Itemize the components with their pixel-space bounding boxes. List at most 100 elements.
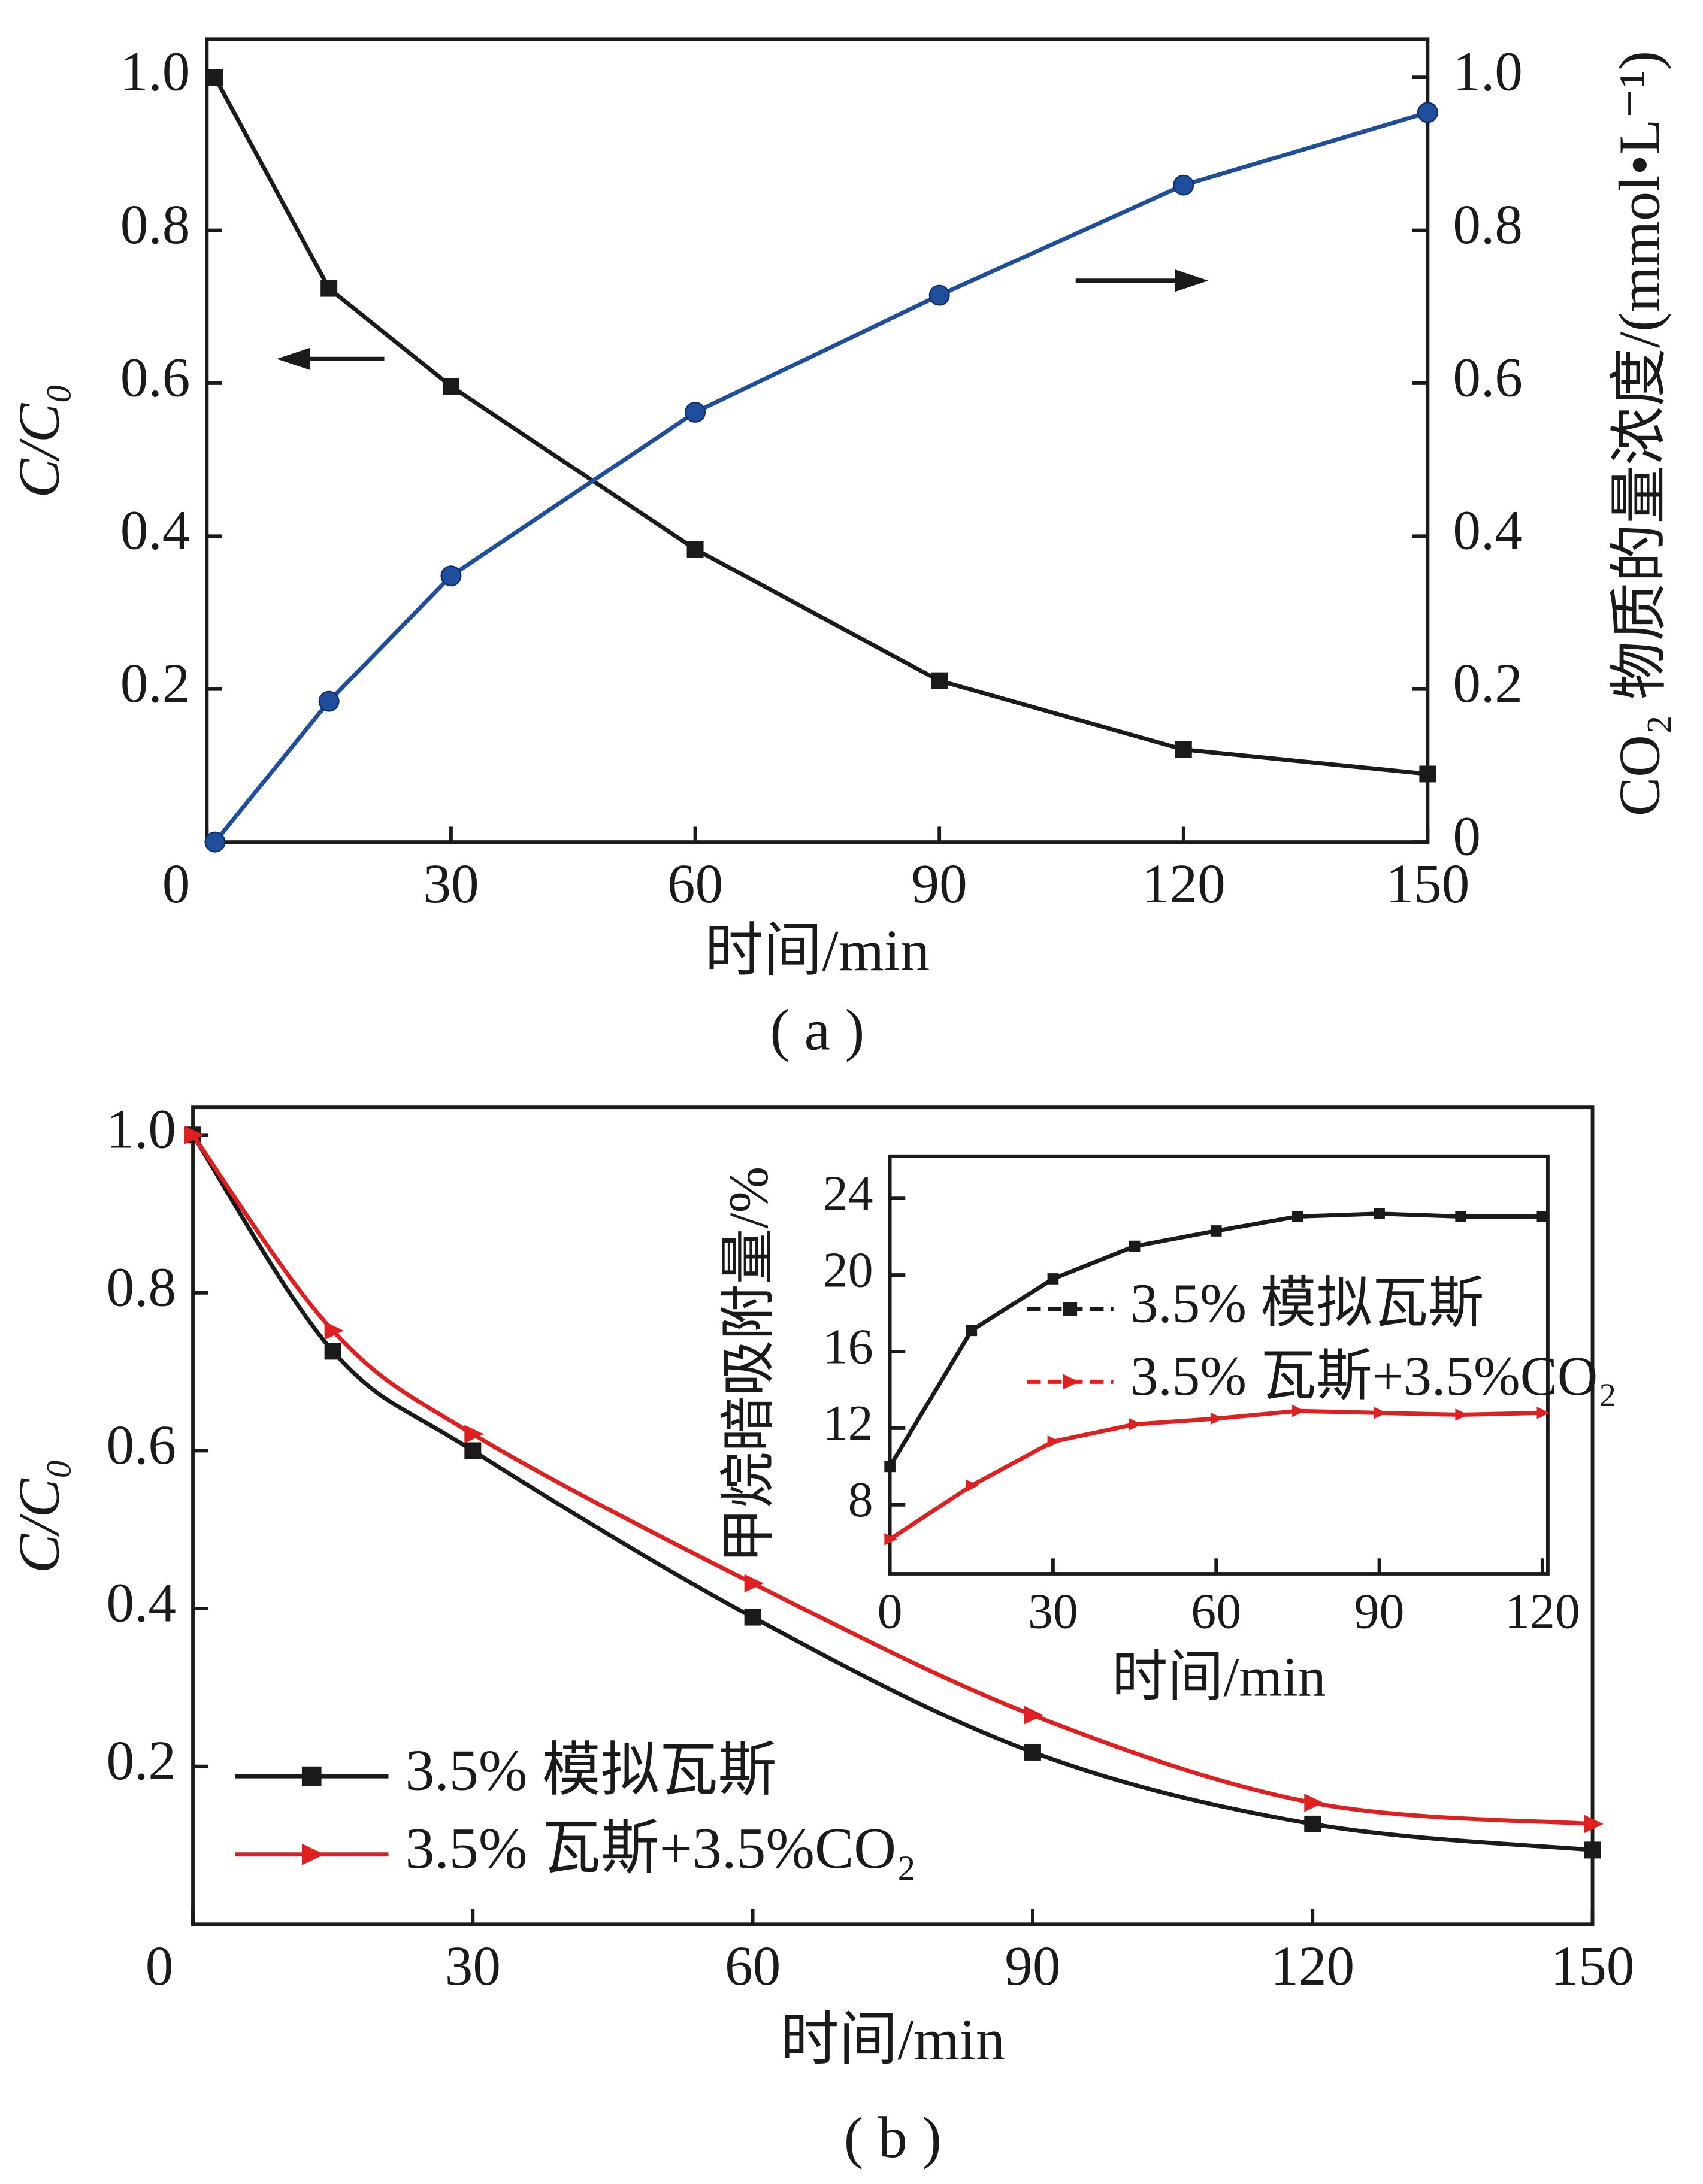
y-tick-label: 16 (823, 1319, 873, 1374)
legend-marker (1063, 1302, 1078, 1316)
marker (685, 401, 706, 423)
x-axis-label: 时间/min (1112, 1646, 1326, 1708)
y-axis-label: 甲烷暗吸附量/% (718, 1167, 780, 1564)
legend-label: 3.5% 模拟瓦斯 (1130, 1273, 1484, 1335)
marker (1210, 1412, 1224, 1425)
legend-marker (301, 1766, 322, 1786)
y2-tick-label: 0.4 (1453, 500, 1523, 562)
y-tick-label: 0.4 (106, 1572, 176, 1634)
y-tick-label: 8 (848, 1472, 873, 1528)
y2-tick-label: 0.6 (1453, 347, 1523, 408)
x-tick-label: 60 (725, 1935, 781, 1997)
y-tick-label: 0.4 (120, 500, 190, 562)
marker (1584, 1815, 1604, 1834)
y2-tick-label: 1.0 (1453, 41, 1523, 103)
marker (1129, 1240, 1141, 1252)
marker (744, 1609, 761, 1626)
marker (1455, 1408, 1468, 1421)
marker (966, 1479, 979, 1492)
marker (204, 831, 226, 853)
marker (1374, 1407, 1387, 1419)
y-tick-label: 1.0 (106, 1099, 176, 1161)
marker (1304, 1793, 1324, 1812)
marker (1024, 1706, 1044, 1725)
marker (1304, 1815, 1321, 1832)
legend-marker (301, 1843, 325, 1865)
caption: ( a ) (770, 998, 865, 1063)
y2-axis-label: CO₂ 物质的量浓度/(mmol•L⁻¹) (1608, 51, 1672, 816)
marker (324, 1343, 341, 1360)
arrow-left (276, 347, 385, 370)
x-tick-label: 90 (1354, 1584, 1405, 1640)
marker (1374, 1208, 1385, 1220)
marker (884, 1533, 897, 1546)
marker (442, 378, 459, 395)
marker (320, 280, 338, 297)
marker (966, 1325, 978, 1337)
marker (464, 1442, 482, 1459)
x-tick-label: 60 (1191, 1584, 1241, 1640)
y2-tick-label: 0.8 (1453, 194, 1523, 256)
legend-label: 3.5% 瓦斯+3.5%CO₂ (405, 1816, 916, 1881)
x-tick-label: 0 (146, 1935, 174, 1997)
x-tick-label: 60 (667, 853, 723, 915)
legend-marker (1063, 1374, 1079, 1390)
marker (1292, 1211, 1303, 1222)
y-tick-label: 0.2 (106, 1730, 176, 1792)
x-tick-label: 90 (1005, 1935, 1060, 1997)
x-tick-label: 120 (1271, 1935, 1354, 1997)
x-tick-label: 30 (1028, 1584, 1078, 1640)
arrow-right (1075, 269, 1209, 292)
y-tick-label: 0.8 (106, 1256, 176, 1318)
marker (440, 565, 462, 587)
marker (1417, 102, 1438, 123)
y-tick-label: 24 (823, 1165, 873, 1221)
y-tick-label: 0.6 (106, 1414, 176, 1476)
marker (1173, 174, 1194, 196)
y-axis-label: C/C₀ (7, 1458, 71, 1573)
marker (1536, 1407, 1550, 1419)
marker (318, 690, 340, 712)
x-tick-label: 120 (1505, 1584, 1580, 1640)
x-tick-label: 150 (1551, 1935, 1635, 1997)
marker (1047, 1435, 1061, 1448)
x-axis-label: 时间/min (705, 919, 930, 983)
y-tick-label: 0.6 (120, 347, 190, 408)
x-tick-label: 30 (423, 853, 479, 915)
y-tick-label: 1.0 (120, 41, 190, 103)
marker (464, 1425, 484, 1444)
y-tick-label: 12 (823, 1395, 873, 1451)
x-tick-label: 0 (878, 1584, 903, 1640)
marker (931, 672, 948, 689)
marker (686, 541, 704, 558)
legend-label: 3.5% 瓦斯+3.5%CO₂ (1130, 1346, 1617, 1407)
marker (1584, 1841, 1601, 1859)
marker (1210, 1225, 1222, 1237)
caption: ( b ) (844, 2106, 942, 2170)
marker (1455, 1211, 1467, 1222)
y-tick-label: 0.8 (120, 194, 190, 256)
marker (1024, 1743, 1041, 1761)
x-tick-label: 150 (1386, 853, 1469, 915)
x-tick-label: 0 (162, 853, 190, 915)
y2-tick-label: 0.2 (1453, 653, 1523, 714)
marker (884, 1461, 896, 1473)
y-tick-label: 0.2 (120, 653, 190, 714)
marker (744, 1574, 764, 1593)
y2-tick-label: 0 (1453, 806, 1481, 868)
y-axis-label: C/C₀ (7, 383, 71, 498)
x-tick-label: 30 (445, 1935, 501, 1997)
marker (1129, 1418, 1142, 1431)
plot-frame (191, 1105, 1595, 1926)
marker (1292, 1404, 1305, 1417)
marker (206, 69, 223, 86)
marker (1536, 1211, 1548, 1222)
plot-frame (205, 37, 1430, 844)
marker (184, 1125, 204, 1144)
marker (1419, 765, 1436, 783)
legend-label: 3.5% 模拟瓦斯 (405, 1738, 776, 1803)
marker (1175, 741, 1192, 758)
x-tick-label: 90 (912, 853, 967, 915)
